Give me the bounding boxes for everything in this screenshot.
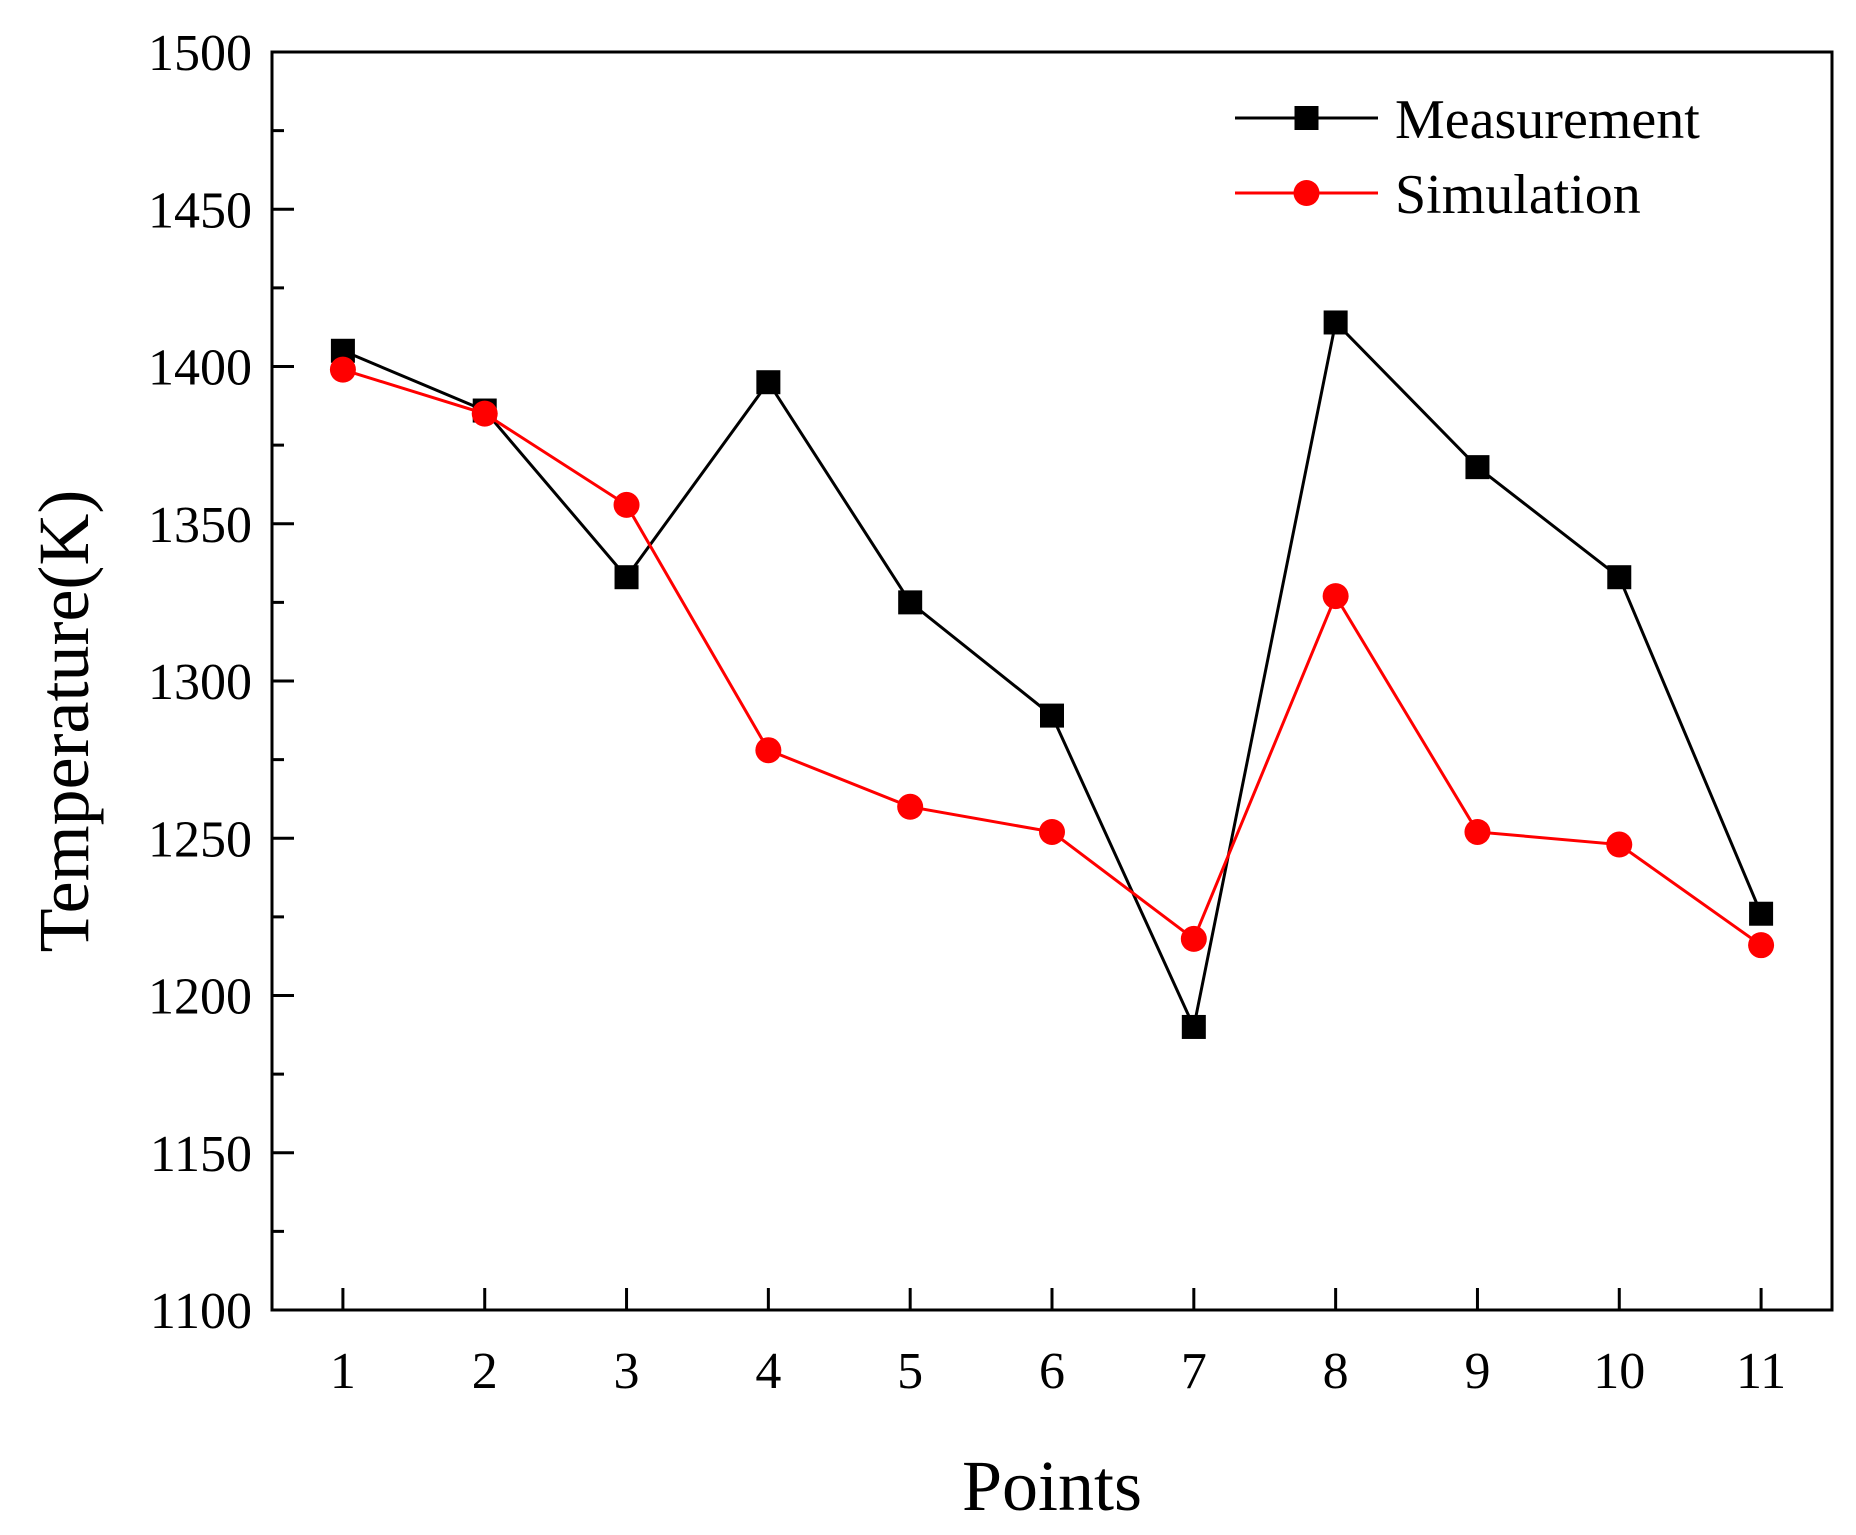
plot-frame	[270, 50, 1834, 1312]
data-point-circle	[897, 793, 924, 820]
x-tick-label: 3	[614, 1343, 640, 1400]
y-tick-label: 1400	[148, 340, 252, 397]
data-point-circle	[1180, 925, 1207, 952]
data-point-circle	[1748, 932, 1775, 959]
data-point-square	[1607, 565, 1632, 590]
series-measurement	[330, 310, 1774, 1039]
x-tick-label: 5	[897, 1343, 923, 1400]
data-point-square	[1465, 455, 1490, 480]
x-tick-label: 6	[1039, 1343, 1065, 1400]
y-tick-label: 1350	[148, 497, 252, 554]
x-tick-label: 11	[1736, 1343, 1786, 1400]
x-tick-label: 2	[472, 1343, 498, 1400]
y-tick-label: 1100	[150, 1283, 252, 1340]
x-axis-title: Points	[962, 1446, 1142, 1526]
series-line-simulation	[342, 368, 1762, 947]
data-point-square	[1323, 310, 1348, 335]
data-point-square	[756, 370, 781, 395]
x-tick-label: 8	[1323, 1343, 1349, 1400]
x-tick-label: 10	[1593, 1343, 1645, 1400]
data-point-circle	[1322, 583, 1349, 610]
data-point-circle	[471, 400, 498, 427]
series-line-measurement	[342, 319, 1763, 1032]
data-point-square	[1040, 703, 1064, 728]
legend: Measurement Simulation	[1235, 89, 1700, 226]
x-tick-label: 4	[755, 1343, 781, 1400]
axes: 1100 1150 1200 1250 1300 1350 1400 1450 1500 1 2 3 4…	[148, 25, 1834, 1400]
x-tick-label: 1	[330, 1343, 356, 1400]
data-point-circle	[1464, 818, 1491, 845]
data-point-circle	[1606, 831, 1633, 858]
legend-item-measurement: Measurement	[1235, 89, 1700, 151]
x-tick-label: 7	[1181, 1343, 1207, 1400]
y-tick-label: 1200	[148, 969, 252, 1026]
legend-label: Simulation	[1395, 164, 1641, 226]
data-point-square	[1749, 901, 1774, 926]
series-simulation	[329, 356, 1775, 959]
data-point-square	[898, 590, 923, 615]
plot-area	[329, 310, 1775, 1039]
data-point-circle	[613, 491, 640, 518]
y-tick-label: 1450	[148, 182, 252, 239]
data-point-circle	[755, 737, 782, 764]
legend-marker-circle	[1293, 180, 1320, 206]
data-point-square	[1181, 1014, 1206, 1039]
data-point-circle	[329, 356, 356, 383]
y-tick-label: 1250	[148, 811, 252, 868]
data-point-square	[614, 565, 639, 590]
x-tick-label: 9	[1464, 1343, 1490, 1400]
legend-marker-square	[1294, 106, 1319, 130]
data-point-circle	[1039, 818, 1065, 845]
legend-item-simulation: Simulation	[1235, 164, 1641, 226]
y-axis-title: Temperature(K)	[24, 490, 104, 953]
y-tick-label: 1300	[148, 654, 252, 711]
y-tick-label: 1500	[148, 25, 252, 82]
legend-label: Measurement	[1395, 89, 1700, 151]
y-tick-label: 1150	[150, 1126, 252, 1183]
